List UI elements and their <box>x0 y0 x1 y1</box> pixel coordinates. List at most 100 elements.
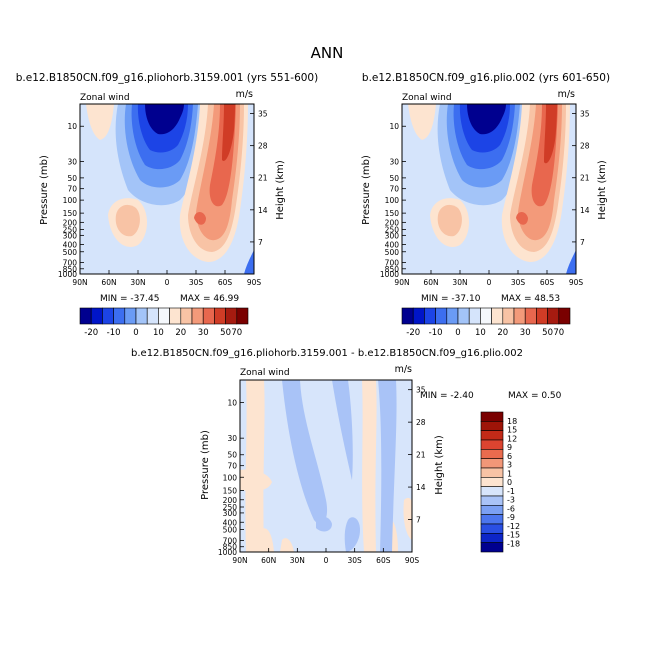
colorbar-swatch <box>446 307 459 325</box>
panel-2-colorbar: -20 -10 0 10 20 30 50 70 <box>401 307 571 338</box>
panel-1-contour-sfc-east <box>244 250 254 274</box>
y-right-tick-label: 21 <box>258 174 268 183</box>
panel-3-max-label: MAX = 0.50 <box>508 391 562 401</box>
colorbar-swatch <box>79 307 92 325</box>
y-tick-label: 300 <box>223 509 238 518</box>
colorbar-swatch <box>558 307 571 325</box>
y-tick-label: 300 <box>385 231 400 240</box>
panel-1-ylabel: Pressure (mb) <box>39 155 50 225</box>
y-tick-label: 250 <box>223 503 238 512</box>
x-tick-label: 30S <box>348 556 363 565</box>
colorbar-swatch <box>191 307 204 325</box>
panel-1-title: b.e12.B1850CN.f09_g16.pliohorb.3159.001 … <box>16 72 318 84</box>
x-tick-label: 90N <box>72 278 87 287</box>
panel-3-pos-midlat <box>240 469 272 492</box>
y-tick-label: 300 <box>63 231 78 240</box>
y-tick-label: 400 <box>63 241 78 250</box>
colorbar-swatch <box>424 307 436 325</box>
panel-3-x-ticks: 90N 60N 30N 0 30S 60S 90S <box>232 548 419 565</box>
y-right-tick-label: 35 <box>258 110 268 119</box>
y-tick-label: 700 <box>385 259 400 268</box>
panel-3-y-ticks-right: 35 28 21 14 7 <box>408 386 426 525</box>
figure-title: ANN <box>311 44 344 62</box>
y-right-tick-label: 7 <box>416 516 421 525</box>
y-right-tick-label: 28 <box>258 142 268 151</box>
panel-2-min-label: MIN = -37.10 <box>421 294 481 304</box>
y-right-tick-label: 21 <box>416 451 426 460</box>
x-tick-label: 30S <box>511 278 526 287</box>
colorbar-label: 0 <box>507 478 512 487</box>
colorbar-label: 10 <box>475 328 486 338</box>
colorbar-swatch <box>169 307 182 325</box>
colorbar-label: 18 <box>507 417 517 426</box>
x-tick-label: 60N <box>423 278 438 287</box>
colorbar-label: 3 <box>507 461 512 470</box>
colorbar-swatch <box>214 307 226 325</box>
x-tick-label: 60S <box>540 278 555 287</box>
colorbar-label: -6 <box>507 504 515 513</box>
panel-3-neg-sh <box>378 380 397 552</box>
colorbar-swatch <box>480 449 504 459</box>
colorbar-label: -9 <box>507 513 515 522</box>
colorbar-swatch <box>180 307 193 325</box>
y-tick-label: 50 <box>67 174 77 183</box>
colorbar-swatch <box>491 307 504 325</box>
panel-1-contour-nh-upper <box>86 104 114 140</box>
y-right-tick-label: 14 <box>416 483 426 492</box>
y-tick-label: 150 <box>223 486 238 495</box>
colorbar-label: 15 <box>507 426 517 435</box>
colorbar-label: -1 <box>507 487 515 496</box>
panel-3-pos-sh-column <box>362 380 377 552</box>
y-right-tick-label: 28 <box>416 418 426 427</box>
y-tick-label: 250 <box>385 226 400 235</box>
panel-2-ylabel-right: Height (km) <box>597 160 608 220</box>
colorbar-swatch <box>480 439 504 450</box>
panel-1-contour-nh-jet-core <box>115 204 140 237</box>
y-tick-label: 1000 <box>218 548 237 557</box>
x-tick-label: 60N <box>101 278 116 287</box>
panel-2: b.e12.B1850CN.f09_g16.plio.002 (yrs 601-… <box>361 72 610 338</box>
panel-2-contour-nh-upper <box>408 104 436 140</box>
y-tick-label: 10 <box>389 122 399 131</box>
panel-3-title: b.e12.B1850CN.f09_g16.pliohorb.3159.001 … <box>131 348 523 359</box>
y-right-tick-label: 14 <box>580 206 590 215</box>
x-tick-label: 60S <box>218 278 233 287</box>
colorbar-swatch <box>468 307 481 325</box>
panel-2-max-label: MAX = 48.53 <box>501 294 560 304</box>
panel-3-min-label: MIN = -2.40 <box>420 391 474 401</box>
colorbar-label: 70 <box>553 328 564 338</box>
y-tick-label: 150 <box>63 209 78 218</box>
panel-1-left-label: Zonal wind <box>80 93 130 103</box>
colorbar-swatch <box>202 307 215 325</box>
y-tick-label: 30 <box>389 157 399 166</box>
panel-1-units: m/s <box>236 89 253 100</box>
y-tick-label: 100 <box>385 196 400 205</box>
x-tick-label: 90S <box>247 278 262 287</box>
colorbar-label: 0 <box>455 328 460 338</box>
colorbar-label: -20 <box>84 328 98 338</box>
y-tick-label: 10 <box>67 122 77 131</box>
panel-3-neg-blob <box>316 516 332 532</box>
panel-3-pos-lower-left <box>257 528 274 552</box>
colorbar-swatch <box>480 533 504 543</box>
colorbar-swatch <box>90 307 103 325</box>
panel-2-ylabel: Pressure (mb) <box>361 155 372 225</box>
y-tick-label: 10 <box>227 399 237 408</box>
colorbar-label: 10 <box>153 328 164 338</box>
x-tick-label: 0 <box>165 278 170 287</box>
panel-3-neg-tropics <box>282 380 328 524</box>
panel-2-x-ticks: 90N 60N 30N 0 30S 60S 90S <box>394 270 583 287</box>
colorbar-swatch <box>480 307 492 325</box>
colorbar-label: 50 <box>542 328 553 338</box>
y-tick-label: 500 <box>223 525 238 534</box>
x-tick-label: 90S <box>405 556 420 565</box>
colorbar-swatch <box>146 307 159 325</box>
panel-3-pos-lower-mid <box>280 538 294 552</box>
x-tick-label: 90N <box>394 278 409 287</box>
colorbar-label: 0 <box>133 328 138 338</box>
panel-1-colorbar: -20 -10 0 10 20 30 50 70 <box>79 307 249 338</box>
colorbar-swatch <box>480 467 504 478</box>
